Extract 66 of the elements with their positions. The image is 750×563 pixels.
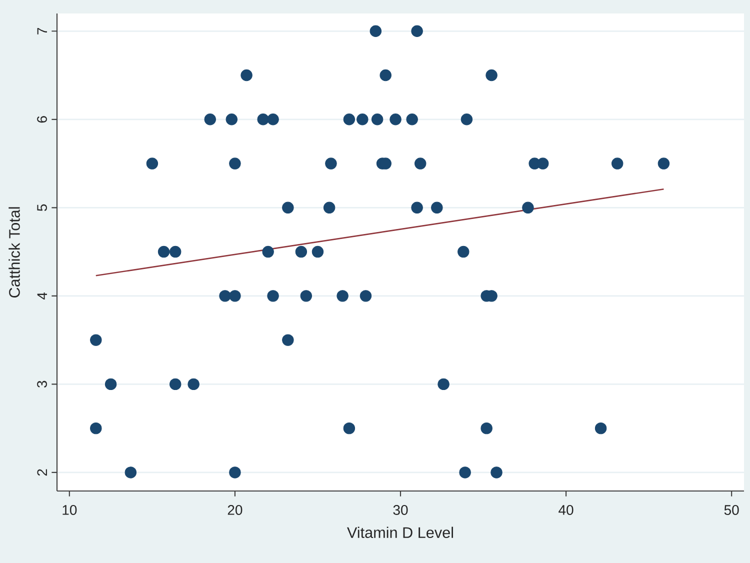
point <box>229 466 241 478</box>
y-tick-label: 3 <box>37 380 47 388</box>
point <box>406 114 418 126</box>
point <box>411 202 423 214</box>
point <box>411 25 423 38</box>
point <box>336 290 348 302</box>
point <box>460 114 473 126</box>
point <box>658 158 670 170</box>
y-tick-label: 2 <box>37 469 47 476</box>
point <box>300 290 312 302</box>
point <box>158 246 170 258</box>
y-tick-label: 7 <box>37 28 47 34</box>
point <box>458 246 470 258</box>
point <box>490 466 502 478</box>
point <box>343 114 356 126</box>
y-tick-label: 4 <box>37 292 47 300</box>
point <box>522 202 534 214</box>
x-tick-label: 50 <box>724 505 739 515</box>
point <box>438 378 450 390</box>
point <box>229 158 241 170</box>
y-tick-label: 5 <box>37 204 47 211</box>
point <box>480 422 492 434</box>
point <box>170 378 182 390</box>
point <box>188 378 200 390</box>
point <box>267 290 279 302</box>
point <box>104 378 117 390</box>
x-tick-label: 20 <box>228 505 242 515</box>
point <box>343 422 356 434</box>
point <box>295 246 308 258</box>
point <box>267 114 279 126</box>
point <box>90 422 102 434</box>
point <box>262 246 274 258</box>
point <box>226 114 238 126</box>
y-tick-label: 6 <box>37 116 47 123</box>
point <box>459 466 471 478</box>
y-axis-title: Catthick Total <box>8 207 20 298</box>
point <box>431 202 443 214</box>
point <box>229 290 241 302</box>
point <box>360 290 372 302</box>
point <box>323 202 336 214</box>
point <box>90 334 102 346</box>
point <box>537 158 549 170</box>
point <box>257 114 269 126</box>
point <box>282 202 294 214</box>
point <box>486 69 498 82</box>
point <box>282 334 294 346</box>
point <box>611 158 624 170</box>
x-tick-label: 30 <box>393 505 408 515</box>
point <box>414 158 426 170</box>
x-tick-label: 40 <box>558 505 574 515</box>
point <box>124 466 137 478</box>
x-axis-title: Vitamin D Level <box>347 526 453 538</box>
point <box>204 114 216 126</box>
point <box>370 25 382 38</box>
point <box>390 114 402 126</box>
point <box>325 158 337 170</box>
point <box>356 114 368 126</box>
point <box>312 246 324 258</box>
point <box>146 158 158 170</box>
point <box>594 422 607 434</box>
point <box>371 114 384 126</box>
point <box>219 290 231 302</box>
point <box>170 246 182 258</box>
x-tick-label: 10 <box>62 505 77 515</box>
point <box>380 69 392 82</box>
point <box>240 69 252 82</box>
